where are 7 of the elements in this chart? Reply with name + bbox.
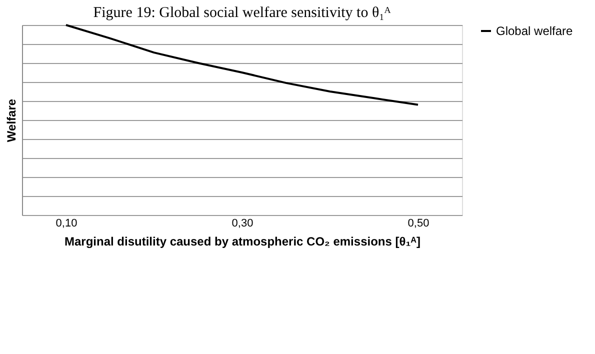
y-axis-title: Welfare: [4, 98, 18, 142]
x-axis-title: Marginal disutility caused by atmospheric CO₂ emissions [θ₁ᴬ]: [64, 234, 421, 248]
x-tick-label: 0,50: [408, 218, 430, 230]
x-tick-label: 0,10: [56, 218, 78, 230]
legend-label: Global welfare: [496, 24, 574, 38]
x-tick-label: 0,30: [232, 218, 254, 230]
chart-title: Figure 19: Global social welfare sensitivity to θ₁ᴬ: [93, 5, 392, 21]
